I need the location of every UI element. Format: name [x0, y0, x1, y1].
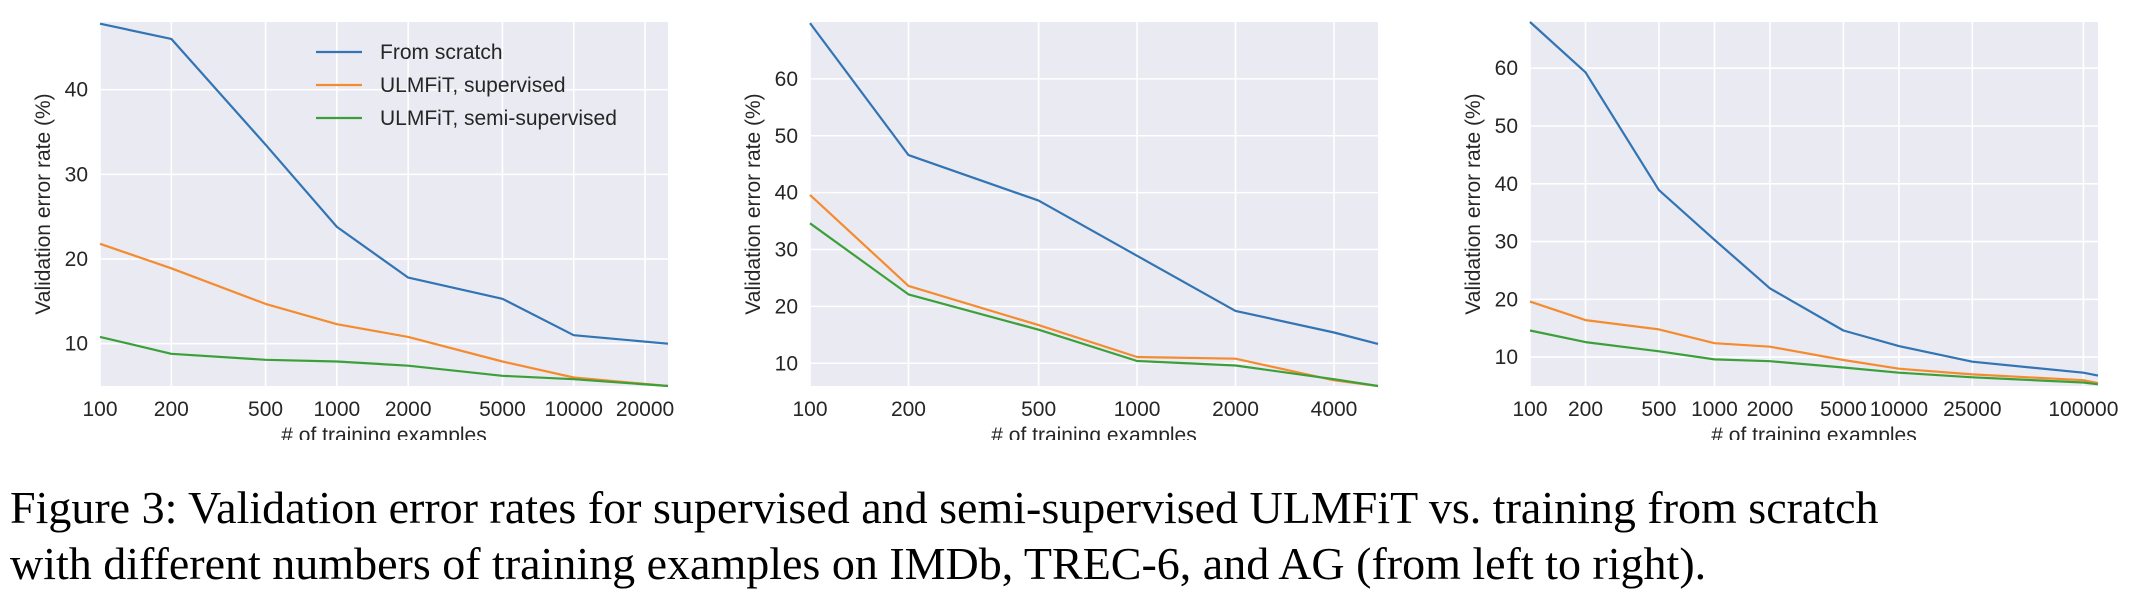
- x-tick-label: 100000: [2048, 398, 2118, 421]
- figure-caption: Figure 3: Validation error rates for sup…: [10, 480, 2130, 592]
- plot-area: [1530, 22, 2098, 386]
- x-tick-label: 2000: [1212, 398, 1259, 421]
- x-tick-label: 100: [82, 398, 117, 421]
- y-tick-label: 40: [65, 79, 88, 102]
- legend: From scratch ULMFiT, supervised ULMFiT, se…: [316, 41, 617, 130]
- x-axis-label: # of training examples: [991, 424, 1196, 440]
- y-tick-label: 30: [65, 163, 88, 186]
- x-tick-label: 1000: [314, 398, 361, 421]
- y-tick-label: 20: [775, 295, 798, 318]
- panel-imdb: 100 200 500 1000 2000 5000 10000 20000 10 20 30 40 #…: [32, 22, 674, 440]
- x-axis-label: # of training examples: [1711, 424, 1916, 440]
- x-tick-label: 100: [792, 398, 827, 421]
- y-tick-label: 30: [1495, 231, 1518, 254]
- x-tick-label: 1000: [1114, 398, 1161, 421]
- series-line-ulmfit-semi-supervised: [1529, 329, 2099, 386]
- caption-line-1: Figure 3: Validation error rates for sup…: [10, 482, 1879, 533]
- y-tick-label: 20: [1495, 288, 1518, 311]
- series-line-ulmfit-supervised: [99, 242, 669, 388]
- x-tick-label: 20000: [616, 398, 674, 421]
- legend-label: ULMFiT, supervised: [380, 74, 566, 97]
- x-tick-label: 500: [1021, 398, 1056, 421]
- series-line-from-scratch: [809, 22, 1379, 345]
- x-tick-label: 5000: [1820, 398, 1867, 421]
- y-tick-label: 60: [1495, 57, 1518, 80]
- y-axis-label: Validation error rate (%): [742, 93, 765, 314]
- y-axis-label: Validation error rate (%): [1462, 93, 1485, 314]
- y-tick-label: 20: [65, 248, 88, 271]
- series-line-from-scratch: [1529, 21, 2099, 377]
- y-tick-label: 10: [65, 333, 88, 356]
- y-tick-label: 30: [775, 239, 798, 262]
- x-tick-label: 5000: [479, 398, 526, 421]
- y-tick-label: 40: [775, 182, 798, 205]
- y-tick-label: 50: [1495, 115, 1518, 138]
- figure-panels: 100 200 500 1000 2000 5000 10000 2000010203040#…: [32, 21, 2118, 440]
- x-tick-label: 100: [1512, 398, 1547, 421]
- plot-area: [810, 22, 1378, 386]
- x-tick-label: 10000: [1870, 398, 1928, 421]
- x-tick-label: 200: [154, 398, 189, 421]
- y-tick-label: 10: [775, 352, 798, 375]
- series-line-ulmfit-semi-supervised: [99, 335, 669, 388]
- y-tick-label: 10: [1495, 346, 1518, 369]
- x-tick-label: 2000: [1747, 398, 1794, 421]
- y-tick-label: 60: [775, 68, 798, 91]
- x-axis-label: # of training examples: [281, 424, 486, 440]
- series-line-ulmfit-semi-supervised: [809, 222, 1379, 388]
- panel-trec6: 100 200 500 1000 2000 4000 10 20 30 40 50 60 # of tr…: [742, 22, 1379, 440]
- x-tick-label: 200: [1568, 398, 1603, 421]
- x-tick-label: 4000: [1311, 398, 1358, 421]
- x-tick-label: 1000: [1691, 398, 1738, 421]
- x-tick-label: 2000: [385, 398, 432, 421]
- y-tick-label: 50: [775, 125, 798, 148]
- x-tick-label: 500: [248, 398, 283, 421]
- series-line-ulmfit-supervised: [1529, 300, 2099, 385]
- legend-label: From scratch: [380, 41, 503, 64]
- panel-ag: 100 200 500 1000 2000 5000 10000 25000 100000 10 2…: [1462, 21, 2118, 440]
- legend-label: ULMFiT, semi-supervised: [380, 107, 617, 130]
- y-tick-label: 40: [1495, 173, 1518, 196]
- x-tick-label: 10000: [545, 398, 603, 421]
- x-tick-label: 25000: [1943, 398, 2001, 421]
- x-tick-label: 500: [1641, 398, 1676, 421]
- y-axis-label: Validation error rate (%): [32, 93, 55, 314]
- caption-line-2: with different numbers of training examp…: [10, 538, 1707, 589]
- series-line-from-scratch: [99, 22, 669, 345]
- x-tick-label: 200: [891, 398, 926, 421]
